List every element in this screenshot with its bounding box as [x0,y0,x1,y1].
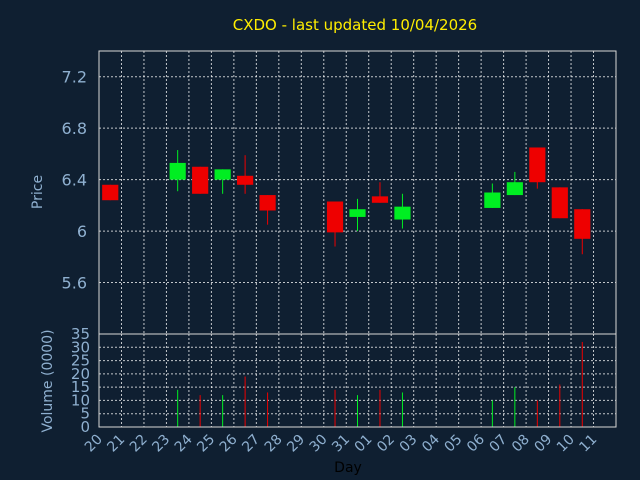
candle-body [214,169,231,180]
candle-body [349,209,366,217]
price-grid [98,51,616,334]
volume-plot-frame [98,333,617,428]
price-tick-label: 6.8 [62,119,87,138]
chart-title: CXDO - last updated 10/04/2026 [233,16,477,34]
candle-body [574,209,591,239]
volume-tick-label: 5 [80,405,90,423]
candle-07 [506,171,523,196]
candle-body [529,147,546,183]
candle-body [326,201,344,233]
volume-axis-label: Volume (0000) [40,329,56,432]
volume-tick-label: 10 [71,391,90,409]
price-axis-label: Price [30,175,46,209]
volume-tick-label: 25 [71,352,90,370]
candle-body [371,196,389,203]
x-tick-labels: 2021222324252627282930310102030405060708… [82,431,600,455]
candle-24 [192,166,209,194]
candle-body [484,192,501,208]
x-axis-label: Day [334,460,362,476]
price-candles [102,147,591,255]
candle-01 [371,182,389,203]
candle-30 [326,201,344,247]
candle-body [259,195,276,211]
candle-09 [551,187,568,219]
candle-27 [259,195,276,225]
volume-tick-label: 30 [71,338,90,356]
volume-tick-label: 15 [71,378,90,396]
volume-tick-label: 20 [71,365,90,383]
volume-tick-label: 35 [71,325,90,343]
candle-body [192,166,209,194]
candle-body [551,187,568,219]
candle-02 [394,193,411,229]
price-tick-label: 7.2 [62,68,87,87]
candle-10 [574,209,591,255]
candle-25 [214,169,231,194]
price-y-ticks: 7.2 6.8 6.4 6 5.6 [62,68,87,293]
price-tick-label: 6.4 [62,171,87,190]
price-tick-label: 5.6 [62,274,87,293]
volume-grid [98,334,616,427]
price-tick-label: 6 [77,222,87,241]
candle-body [169,162,186,180]
volume-tick-label: 0 [80,418,90,436]
candle-body [237,175,254,185]
candle-23 [169,150,186,192]
candle-body [394,206,411,220]
candle-body [506,182,523,196]
candle-31 [349,198,366,232]
candle-20 [102,184,119,201]
candle-08 [529,147,546,189]
candle-body [102,184,119,201]
candle-26 [237,155,254,194]
volume-bars [177,341,583,427]
candle-06 [484,183,501,208]
price-panel: 7.2 6.8 6.4 6 5.6 Price [30,50,617,335]
